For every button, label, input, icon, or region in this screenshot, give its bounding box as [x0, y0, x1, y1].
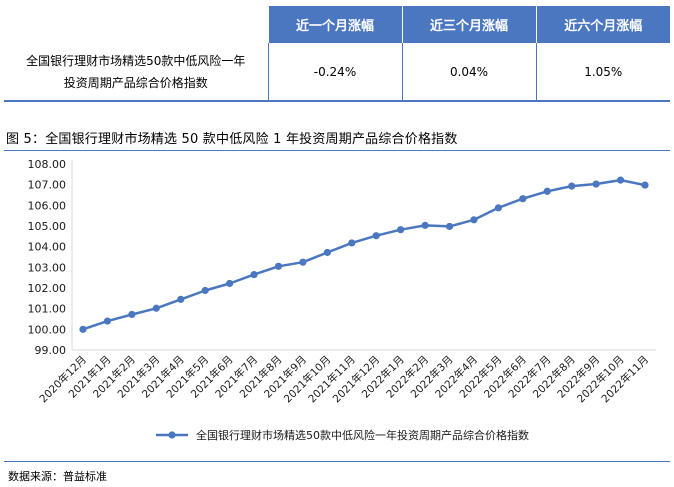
- y-tick-label: 105.00: [28, 220, 67, 233]
- data-point: [79, 325, 87, 333]
- data-point: [323, 248, 331, 257]
- data-point: [592, 180, 600, 188]
- series-line: [82, 178, 646, 331]
- data-point: [299, 258, 307, 266]
- table-header-blank: [4, 6, 268, 43]
- data-point: [470, 216, 478, 224]
- source-rule: [4, 461, 670, 462]
- y-tick-label: 106.00: [28, 199, 67, 212]
- data-point: [445, 222, 454, 231]
- legend-marker: [168, 431, 176, 439]
- data-point: [201, 286, 209, 295]
- data-point: [543, 187, 551, 195]
- y-tick-label: 100.00: [28, 323, 67, 336]
- data-point: [519, 195, 527, 203]
- data-point: [226, 279, 234, 288]
- y-tick-label: 103.00: [28, 261, 67, 274]
- data-point: [152, 304, 160, 312]
- data-point: [397, 226, 405, 234]
- chart-svg: 99.00 100.00 101.00 102.00 103.00 104.00 105.0…: [28, 158, 656, 442]
- value-1m: -0.24%: [267, 43, 402, 102]
- y-tick-label: 104.00: [28, 241, 67, 254]
- y-tick-label: 108.00: [28, 158, 67, 171]
- data-point: [103, 317, 112, 325]
- data-point: [568, 182, 576, 190]
- table-header-row: 近一个月涨幅 近三个月涨幅 近六个月涨幅: [4, 6, 670, 43]
- index-name-line2: 投资周期产品综合价格指数: [63, 75, 208, 90]
- line-chart: 99.00 100.00 101.00 102.00 103.00 104.00 105.0…: [4, 152, 670, 460]
- data-point: [274, 262, 283, 270]
- data-point: [494, 204, 502, 212]
- y-tick-label: 107.00: [28, 179, 67, 192]
- data-source: 数据来源：普益标准: [8, 470, 107, 483]
- y-tick-label: 99.00: [35, 344, 67, 357]
- performance-table: 近一个月涨幅 近三个月涨幅 近六个月涨幅 全国银行理财市场精选50款中低风险一年…: [4, 6, 670, 102]
- header-3m: 近三个月涨幅: [401, 6, 536, 43]
- figure-title: 图 5：全国银行理财市场精选 50 款中低风险 1 年投资周期产品综合价格指数: [6, 132, 458, 147]
- index-name-cell: 全国银行理财市场精选50款中低风险一年 投资周期产品综合价格指数: [4, 43, 268, 102]
- data-point: [421, 221, 429, 229]
- data-point: [616, 176, 625, 184]
- header-6m: 近六个月涨幅: [535, 6, 670, 43]
- data-point: [348, 239, 356, 247]
- data-point: [177, 295, 185, 303]
- legend-label: 全国银行理财市场精选50款中低风险一年投资周期产品综合价格指数: [196, 428, 529, 442]
- header-1m: 近一个月涨幅: [267, 6, 402, 43]
- value-3m: 0.04%: [401, 43, 536, 102]
- figure-title-rule: [4, 150, 670, 151]
- data-point: [250, 270, 258, 279]
- data-point: [641, 181, 649, 189]
- index-name-line1: 全国银行理财市场精选50款中低风险一年: [26, 53, 246, 68]
- data-point: [128, 310, 136, 319]
- y-tick-label: 102.00: [28, 282, 67, 295]
- data-point: [372, 232, 380, 240]
- value-6m: 1.05%: [535, 43, 670, 102]
- table-row: 全国银行理财市场精选50款中低风险一年 投资周期产品综合价格指数 -0.24% …: [4, 43, 670, 102]
- y-tick-label: 101.00: [28, 303, 67, 316]
